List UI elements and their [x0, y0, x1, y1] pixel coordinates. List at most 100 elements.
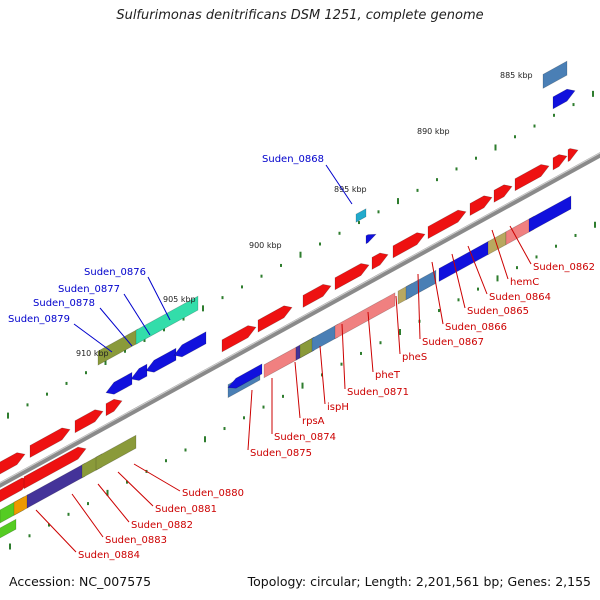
gene-box-aquamarine[interactable] [135, 295, 199, 345]
gene-label[interactable]: Suden_0884 [78, 550, 140, 561]
gene-label[interactable]: rpsA [302, 416, 325, 427]
label-leader-line [147, 276, 171, 321]
forward-cds-arrow[interactable] [23, 446, 87, 490]
gene-label[interactable]: Suden_0862 [533, 262, 595, 273]
forward-cds-arrow[interactable] [0, 452, 26, 477]
gene-label[interactable]: Suden_0883 [105, 535, 167, 546]
gene-label[interactable]: Suden_0865 [467, 306, 529, 317]
forward-cds-arrow[interactable] [427, 209, 467, 240]
backbone-highlight [0, 152, 600, 484]
gene-label[interactable]: Suden_0876 [84, 267, 146, 278]
forward-cds-arrow[interactable] [371, 252, 389, 270]
label-leader-line [431, 261, 444, 325]
label-leader-line [247, 389, 253, 451]
gene-label[interactable]: Suden_0877 [58, 284, 120, 295]
scale-label: 890 kbp [417, 127, 450, 136]
label-leader-line [294, 361, 301, 419]
gene-label[interactable]: Suden_0864 [489, 292, 551, 303]
gene-box-orange[interactable] [13, 494, 29, 516]
label-leader-line [133, 463, 181, 492]
scale-label: 900 kbp [249, 241, 282, 250]
forward-cds-arrow[interactable] [514, 164, 550, 192]
gene-box-khaki[interactable] [487, 231, 507, 256]
reverse-cds-arrow[interactable] [552, 88, 576, 110]
label-leader-line [117, 471, 154, 507]
gene-label[interactable]: Suden_0871 [347, 387, 409, 398]
gene-label[interactable]: Suden_0881 [155, 504, 217, 515]
forward-cds-arrow[interactable] [334, 263, 370, 291]
gene-box-cyan[interactable] [355, 208, 367, 223]
label-leader-line [367, 311, 374, 373]
label-leader-line [325, 164, 353, 205]
gene-labels: 885 kbp 890 kbp 895 kbp 900 kbp 905 kbp 910 k… [8, 71, 595, 561]
gene-box-pink[interactable] [505, 215, 535, 246]
gene-label[interactable]: Suden_0879 [8, 314, 70, 325]
gene-box-blue[interactable] [438, 240, 490, 283]
gene-box-pink[interactable] [263, 346, 297, 379]
gene-box-steelblue[interactable] [542, 60, 568, 89]
forward-cds-arrow[interactable] [257, 305, 293, 333]
gene-box-olive[interactable] [95, 434, 137, 471]
label-leader-line [97, 483, 130, 523]
gene-box-steelblue[interactable] [405, 269, 437, 301]
label-leader-line [35, 509, 77, 553]
scale-label: 905 kbp [163, 295, 196, 304]
label-leader-line [417, 273, 421, 340]
reverse-cds-arrow[interactable] [105, 371, 133, 395]
reverse-cds-arrow[interactable] [145, 347, 177, 373]
forward-cds-arrow[interactable] [105, 398, 123, 417]
backbone-line [0, 152, 600, 488]
forward-cds-arrow[interactable] [29, 427, 71, 459]
gene-label[interactable]: Suden_0866 [445, 322, 507, 333]
gene-label[interactable]: Suden_0874 [274, 432, 336, 443]
genome-summary-text: Topology: circular; Length: 2,201,561 bp… [247, 574, 591, 589]
gene-box-olive[interactable] [97, 328, 139, 366]
gene-label[interactable]: pheS [402, 352, 427, 363]
forward-cds-arrow[interactable] [469, 195, 493, 217]
gene-label[interactable]: Suden_0882 [131, 520, 193, 531]
scale-label: 910 kbp [76, 349, 109, 358]
label-leader-line [341, 323, 346, 390]
scale-label: 885 kbp [500, 71, 533, 80]
label-leader-line [73, 323, 113, 353]
forward-cds-arrow[interactable] [552, 154, 568, 171]
forward-cds-arrow[interactable] [493, 184, 513, 203]
label-leader-line [395, 295, 401, 355]
reverse-cds-arrow[interactable] [227, 363, 263, 389]
forward-cds-arrow[interactable] [74, 409, 104, 434]
forward-cds-arrow[interactable] [302, 284, 332, 308]
reverse-cds-arrow[interactable] [130, 363, 148, 381]
gene-box-slateblue[interactable] [26, 462, 86, 509]
forward-cds-arrow[interactable] [567, 148, 579, 163]
gene-box-pink[interactable] [334, 292, 396, 340]
label-leader-line [451, 253, 466, 309]
gene-features [0, 60, 579, 539]
map-title: Sulfurimonas denitrificans DSM 1251, com… [116, 8, 484, 23]
reverse-cds-arrow[interactable] [173, 331, 207, 358]
gene-label[interactable]: pheT [375, 370, 401, 381]
gene-label[interactable]: Suden_0880 [182, 488, 244, 499]
gene-label[interactable]: Suden_0875 [250, 448, 312, 459]
label-leader-line [123, 293, 151, 336]
forward-cds-arrow[interactable] [392, 232, 426, 259]
scale-label: 895 kbp [334, 185, 367, 194]
gene-label[interactable]: Suden_0867 [422, 337, 484, 348]
gene-label[interactable]: hemC [510, 277, 539, 288]
label-leader-line [509, 225, 532, 265]
label-leader-line [467, 245, 488, 295]
reverse-cds-arrow[interactable] [365, 233, 377, 245]
gene-label[interactable]: Suden_0878 [33, 298, 95, 309]
reverse-cds-arrow[interactable] [0, 518, 17, 539]
genome-backbone [0, 152, 600, 488]
gene-label[interactable]: Suden_0868 [262, 154, 324, 165]
gene-box-steelblue[interactable] [311, 323, 339, 352]
label-leader-line [71, 493, 104, 538]
label-leader-line [319, 345, 326, 405]
label-leader-line [491, 229, 509, 280]
forward-cds-arrow[interactable] [221, 325, 257, 353]
gene-box-blue[interactable] [528, 195, 572, 233]
gene-label[interactable]: ispH [327, 402, 349, 413]
accession-text: Accession: NC_007575 [9, 574, 152, 589]
label-leader-line [99, 307, 133, 347]
